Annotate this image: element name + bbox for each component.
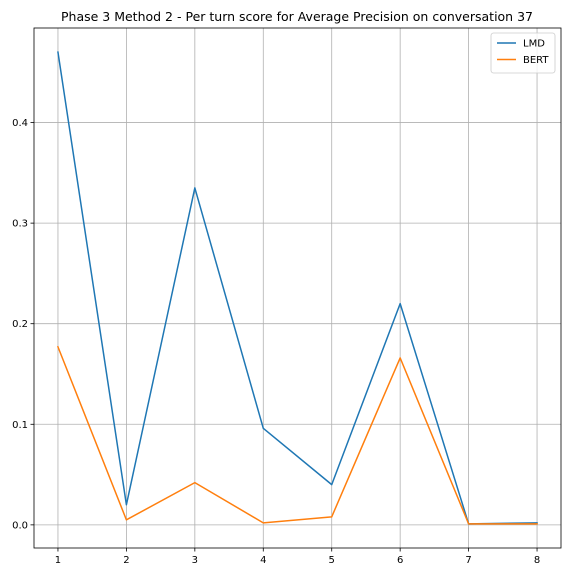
x-tick-label: 6 xyxy=(397,555,403,566)
y-tick-label: 0.2 xyxy=(12,319,28,330)
x-tick-label: 1 xyxy=(55,555,61,566)
x-tick-label: 5 xyxy=(329,555,335,566)
plot-frame xyxy=(33,27,562,549)
series-lines xyxy=(56,51,538,525)
y-tick-label: 0.3 xyxy=(12,219,28,230)
legend-label-bert: BERT xyxy=(523,55,549,66)
x-tick-label: 7 xyxy=(465,555,471,566)
grid xyxy=(34,28,561,548)
y-tick-label: 0.1 xyxy=(12,420,28,431)
x-tick-label: 2 xyxy=(123,555,129,566)
legend: LMD BERT xyxy=(490,32,556,74)
y-tick-label: 0.0 xyxy=(12,520,28,531)
chart-title: Phase 3 Method 2 - Per turn score for Av… xyxy=(61,9,533,24)
y-tick-label: 0.4 xyxy=(12,118,28,129)
legend-label-lmd: LMD xyxy=(523,39,545,50)
series-line-bert xyxy=(56,345,538,525)
x-tick-label: 4 xyxy=(260,555,266,566)
x-tick-label: 8 xyxy=(534,555,540,566)
series-line-lmd xyxy=(57,51,538,525)
x-tick-label: 3 xyxy=(192,555,198,566)
axis-ticks: 1 2 3 4 5 6 7 8 0.0 0.1 0.2 0.3 0.4 xyxy=(12,118,540,566)
